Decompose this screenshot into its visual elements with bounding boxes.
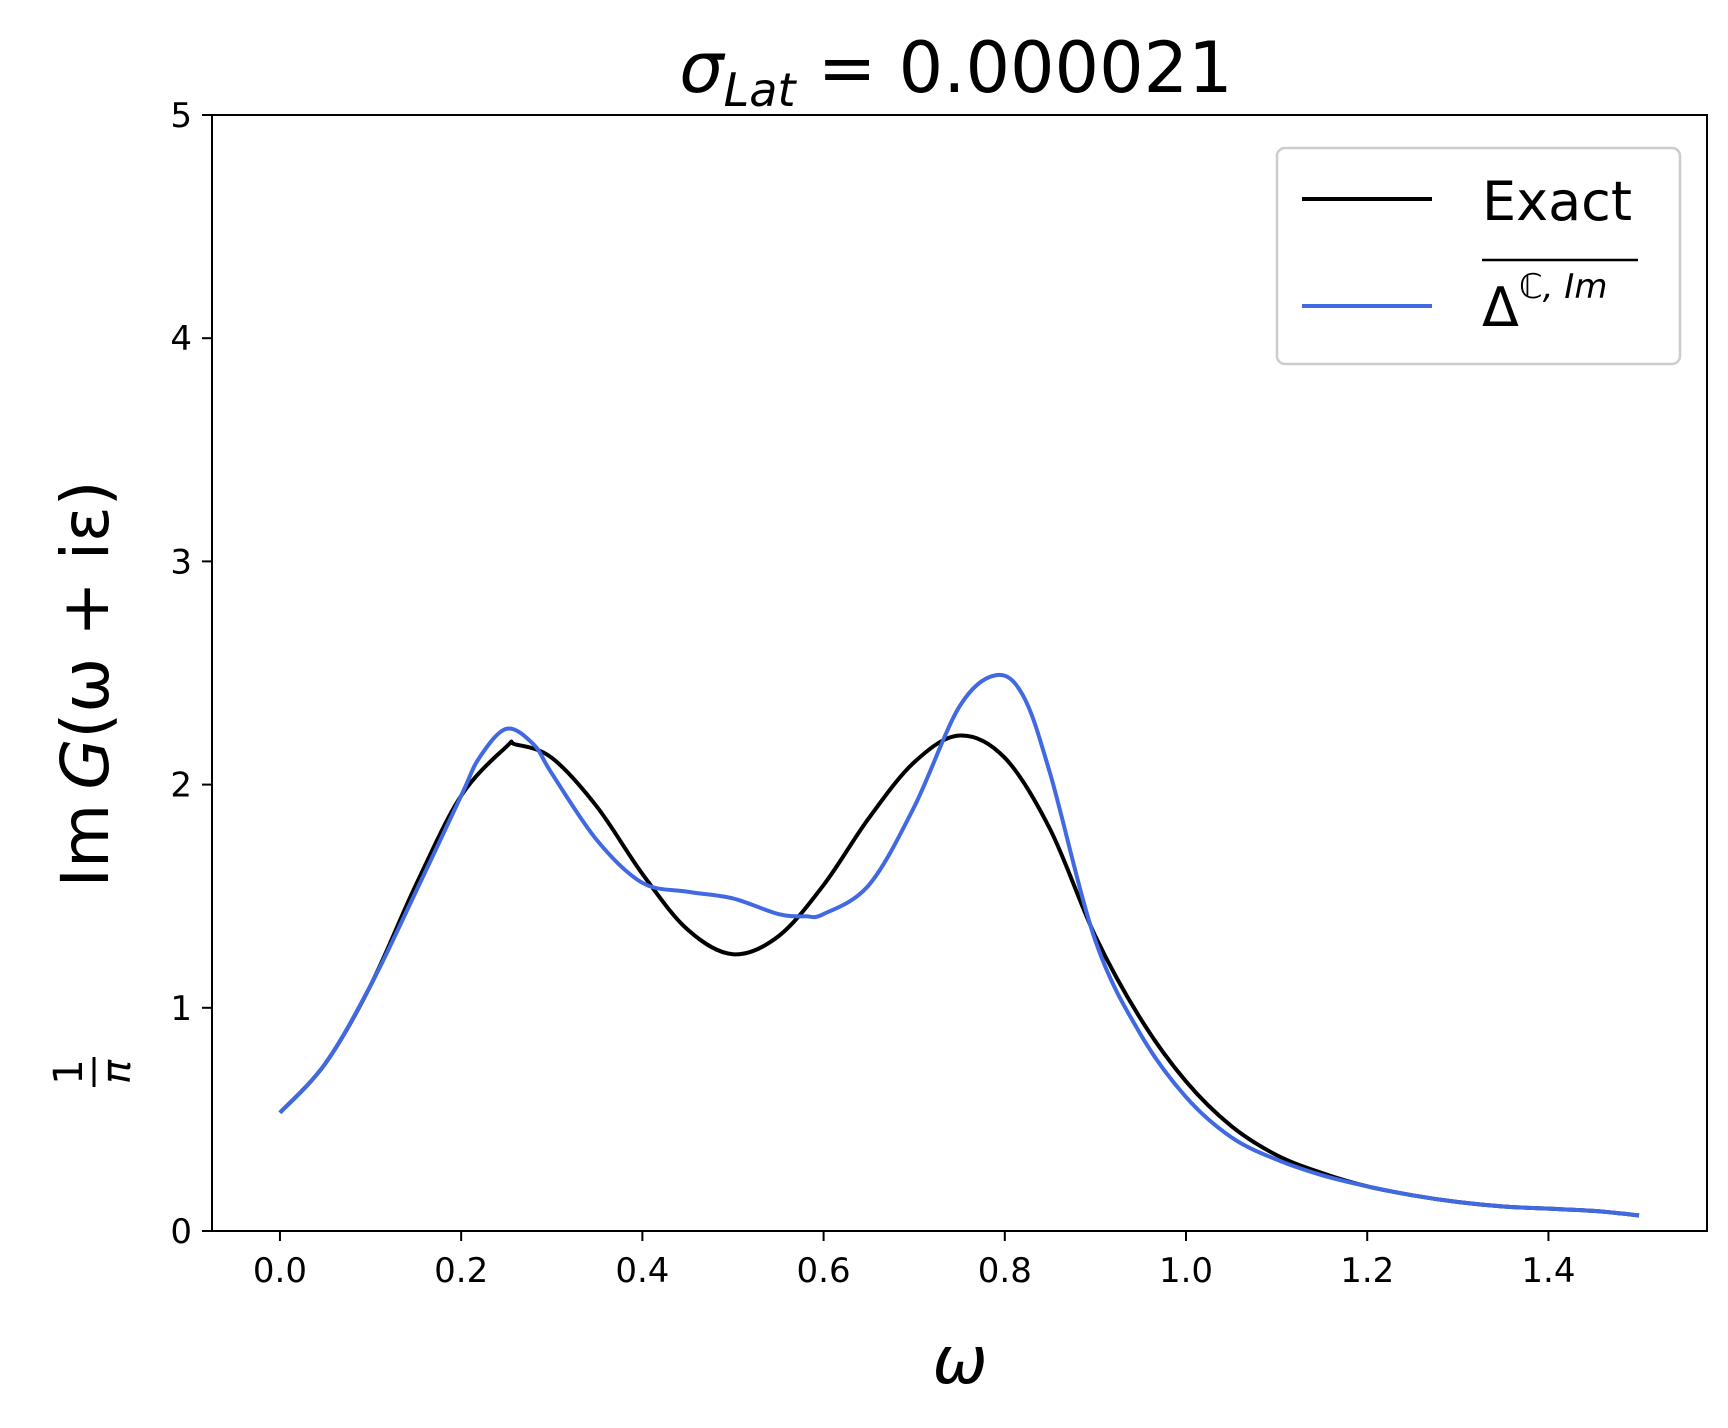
x-tick-label: 1.2	[1340, 1251, 1394, 1291]
legend-box	[1275, 146, 1682, 366]
x-tick-label: 0.2	[434, 1251, 488, 1291]
y-tick-label: 4	[170, 319, 192, 359]
series-layer	[278, 672, 1640, 1218]
title-value: = 0.000021	[796, 27, 1233, 109]
y-axis-label: Im G(ω + iε) 1 π	[46, 481, 140, 1087]
x-axis-label: ω	[932, 1322, 987, 1399]
plot-frame	[211, 114, 1708, 1232]
x-tick-label: 1.4	[1521, 1251, 1575, 1291]
legend-label-delta-base: Δ	[1482, 276, 1519, 339]
title-subscript: Lat	[724, 63, 798, 117]
y-tick-label: 1	[170, 989, 192, 1029]
series-line-exact	[278, 733, 1640, 1218]
svg-text:ImG(ω + iε): Im G(ω + iε)	[47, 481, 124, 888]
y-tick-label: 2	[170, 766, 192, 806]
y-label-g: G	[47, 739, 124, 790]
legend-label-exact: Exact	[1482, 170, 1632, 233]
x-tick-label: 0.6	[797, 1251, 851, 1291]
x-tick-label: 1.0	[1159, 1251, 1213, 1291]
x-tick-label: 0.0	[253, 1251, 307, 1291]
ticks-layer: 0.0 0.2 0.4 0.6 0.8 1.0 1.2 1.4 0 1 2 3 4 5	[170, 96, 1575, 1291]
series-line-delta	[278, 672, 1640, 1218]
y-label-frac-den: π	[94, 1059, 140, 1084]
legend-label-delta: Δℂ, Im	[1482, 267, 1607, 339]
y-label-args: (ω + iε)	[47, 481, 124, 739]
y-label-im: Im	[47, 804, 124, 888]
x-tick-label: 0.4	[615, 1251, 669, 1291]
y-tick-label: 0	[170, 1212, 192, 1252]
legend: Exact Δℂ, Im	[1275, 146, 1682, 366]
y-label-frac-num: 1	[46, 1059, 92, 1084]
y-tick-label: 5	[170, 96, 192, 136]
y-tick-label: 3	[170, 542, 192, 582]
x-tick-label: 0.8	[978, 1251, 1032, 1291]
legend-label-delta-sup: ℂ, Im	[1519, 267, 1608, 307]
chart-title: σLat = 0.000021	[679, 27, 1232, 117]
title-symbol: σ	[679, 27, 726, 109]
